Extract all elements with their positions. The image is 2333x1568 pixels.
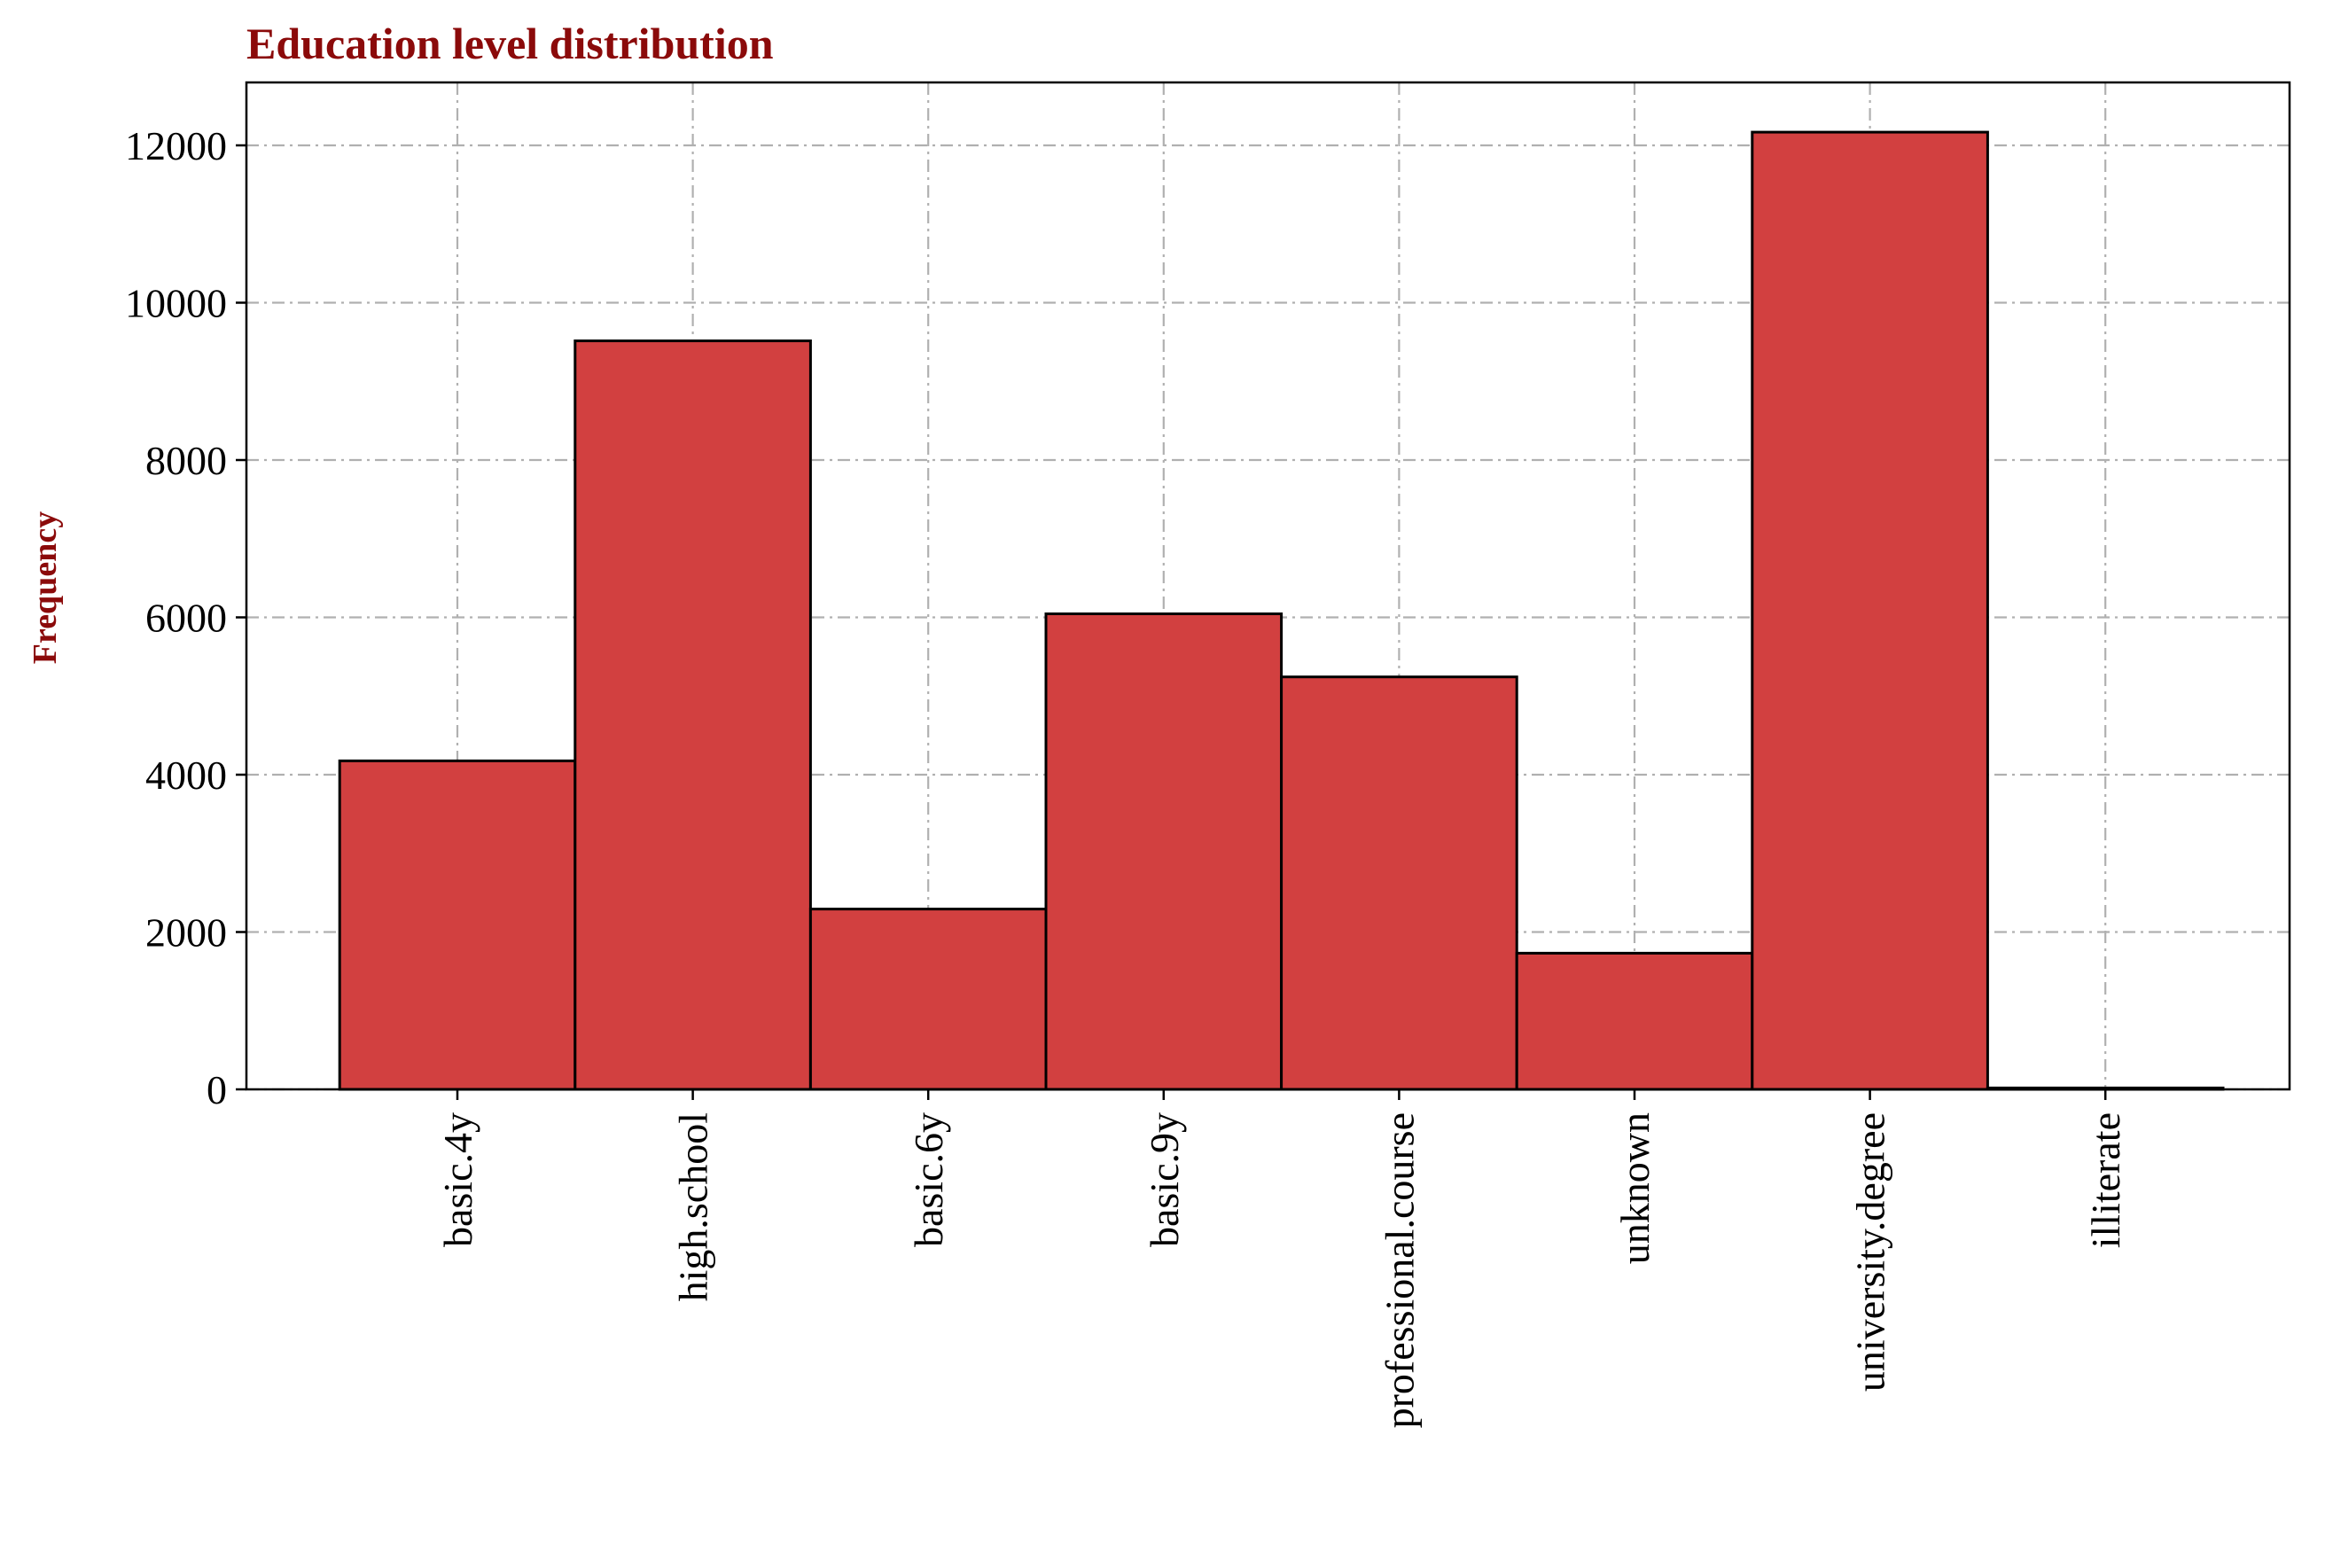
y-tick-label: 2000: [145, 910, 227, 956]
x-tick-label: professional.course: [1377, 1112, 1422, 1428]
y-tick-label: 0: [207, 1067, 227, 1112]
x-tick-label: basic.4y: [435, 1112, 480, 1247]
y-axis-label: Frequency: [27, 511, 64, 664]
bar-basic-9y: [1044, 612, 1284, 1091]
y-axis-ticks: 0 2000 4000 6000 8000 10000 12000: [125, 123, 246, 1112]
y-tick-label: 4000: [145, 753, 227, 798]
x-tick-label: basic.9y: [1142, 1112, 1187, 1247]
x-axis-ticks: basic.4y high.school basic.6y basic.9y profe…: [435, 1089, 2128, 1428]
y-tick-label: 8000: [145, 438, 227, 483]
plot-area-frame: [245, 81, 2291, 1091]
x-tick-label: unknown: [1612, 1112, 1658, 1264]
bar-unknown: [1515, 951, 1754, 1091]
bar-professional-course: [1280, 675, 1518, 1091]
x-tick-label: basic.6y: [906, 1112, 951, 1247]
bar-high-school: [573, 339, 812, 1091]
y-tick-label: 12000: [125, 123, 227, 168]
x-tick-label: high.school: [671, 1112, 716, 1301]
y-tick-label: 6000: [145, 596, 227, 641]
chart-title: Education level distribution: [246, 19, 774, 68]
bar-basic-4y: [338, 759, 577, 1091]
y-tick-label: 10000: [125, 281, 227, 326]
bars: [338, 130, 2225, 1091]
bar-university-degree: [1751, 130, 1989, 1091]
x-tick-label: university.degree: [1848, 1112, 1893, 1392]
x-tick-label: illiterate: [2083, 1112, 2128, 1248]
bar-basic-6y: [808, 908, 1048, 1091]
